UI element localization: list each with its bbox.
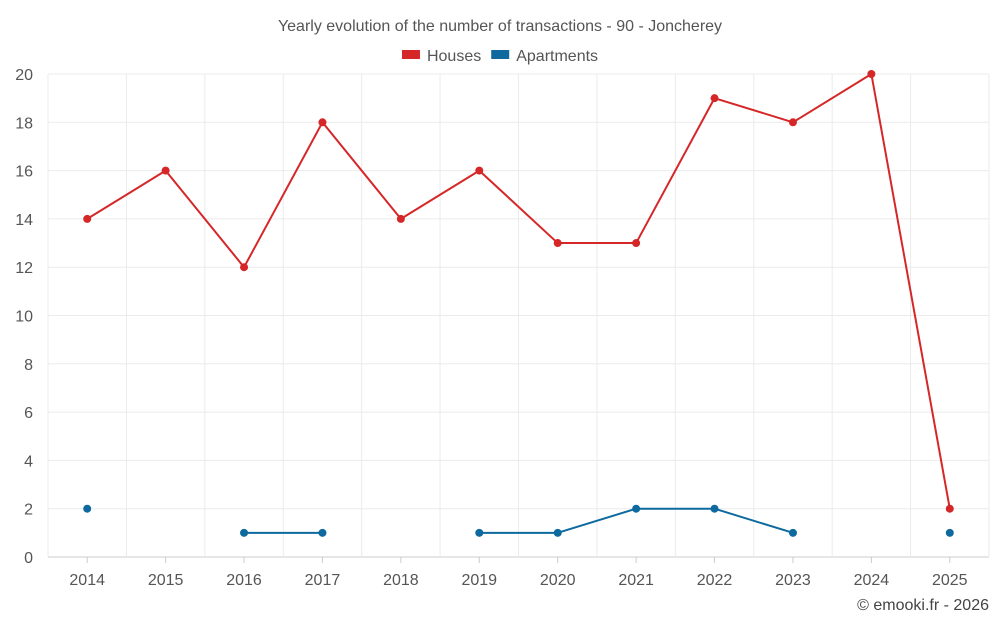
x-tick-label: 2017 xyxy=(305,572,341,589)
data-point[interactable] xyxy=(788,118,797,127)
y-tick-label: 6 xyxy=(24,405,33,422)
legend-label: Houses xyxy=(427,48,481,65)
data-point[interactable] xyxy=(710,504,719,513)
data-point[interactable] xyxy=(632,504,641,513)
credit-text: © emooki.fr - 2026 xyxy=(857,597,989,614)
grid xyxy=(47,73,990,558)
x-tick-label: 2024 xyxy=(854,572,890,589)
series-line xyxy=(86,73,951,509)
y-tick-label: 16 xyxy=(15,164,33,181)
x-axis: 2014 2015 2016 2017 2018 2019 2020 2021 2022 2023… xyxy=(69,557,968,589)
series-apartments xyxy=(83,504,954,537)
y-tick-label: 12 xyxy=(15,260,33,277)
data-point[interactable] xyxy=(161,166,170,175)
data-point[interactable] xyxy=(318,118,327,127)
x-tick-label: 2021 xyxy=(618,572,654,589)
data-point[interactable] xyxy=(710,94,719,103)
y-axis: 0 2 4 6 8 10 12 14 16 18 20 xyxy=(15,67,33,567)
x-tick-label: 2018 xyxy=(383,572,419,589)
y-tick-label: 10 xyxy=(15,309,33,326)
data-point[interactable] xyxy=(475,528,484,537)
x-tick-label: 2015 xyxy=(148,572,184,589)
y-tick-label: 14 xyxy=(15,212,33,229)
data-point[interactable] xyxy=(632,239,641,248)
data-point[interactable] xyxy=(475,166,484,175)
y-tick-label: 20 xyxy=(15,67,33,84)
data-point[interactable] xyxy=(83,214,92,223)
series-houses xyxy=(83,70,954,513)
chart-title: Yearly evolution of the number of transa… xyxy=(278,18,722,35)
y-tick-label: 18 xyxy=(15,115,33,132)
data-point[interactable] xyxy=(240,263,249,272)
legend-item-houses[interactable]: Houses xyxy=(401,48,481,65)
x-tick-label: 2025 xyxy=(932,572,968,589)
data-point[interactable] xyxy=(867,70,876,78)
series-layer xyxy=(83,70,954,537)
data-point[interactable] xyxy=(83,504,92,513)
data-point[interactable] xyxy=(945,528,954,537)
data-point[interactable] xyxy=(553,528,562,537)
legend-item-apartments[interactable]: Apartments xyxy=(491,48,598,65)
data-point[interactable] xyxy=(240,528,249,537)
y-tick-label: 2 xyxy=(24,502,33,519)
x-tick-label: 2014 xyxy=(69,572,105,589)
data-point[interactable] xyxy=(553,239,562,248)
legend-swatch xyxy=(491,50,510,59)
legend-label: Apartments xyxy=(516,48,598,65)
x-tick-label: 2016 xyxy=(226,572,262,589)
data-point[interactable] xyxy=(788,528,797,537)
x-tick-label: 2022 xyxy=(697,572,733,589)
data-point[interactable] xyxy=(945,504,954,513)
y-tick-label: 4 xyxy=(24,453,33,470)
x-tick-label: 2023 xyxy=(775,572,811,589)
x-tick-label: 2020 xyxy=(540,572,576,589)
legend-swatch xyxy=(401,50,420,59)
data-point[interactable] xyxy=(396,214,405,223)
x-tick-label: 2019 xyxy=(461,572,497,589)
y-tick-label: 0 xyxy=(24,550,33,567)
data-point[interactable] xyxy=(318,528,327,537)
legend: Houses Apartments xyxy=(401,48,598,65)
y-tick-label: 8 xyxy=(24,357,33,374)
